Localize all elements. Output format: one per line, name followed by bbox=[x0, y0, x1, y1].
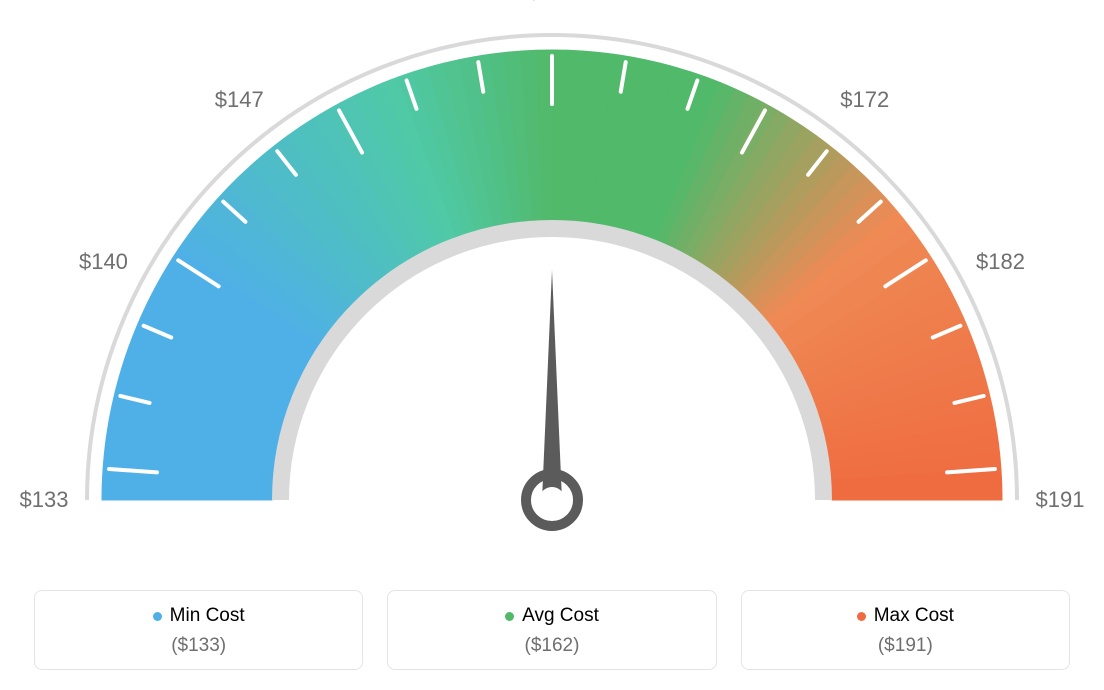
legend-row: Min Cost ($133) Avg Cost ($162) Max Cost… bbox=[34, 590, 1070, 670]
gauge-tick-label: $191 bbox=[1036, 487, 1085, 513]
legend-title-avg: Avg Cost bbox=[505, 605, 599, 627]
legend-card-min: Min Cost ($133) bbox=[34, 590, 363, 670]
gauge-tick-label: $147 bbox=[215, 87, 264, 113]
gauge-tick-label: $162 bbox=[528, 0, 577, 5]
legend-dot-max bbox=[857, 612, 866, 621]
gauge-chart: $133 $140 $147 $162 $172 $182 $191 bbox=[0, 0, 1104, 560]
legend-label-min: Min Cost bbox=[170, 605, 245, 627]
legend-dot-min bbox=[153, 612, 162, 621]
legend-value-min: ($133) bbox=[45, 635, 352, 657]
gauge-svg bbox=[0, 0, 1104, 560]
legend-label-max: Max Cost bbox=[874, 605, 954, 627]
legend-value-avg: ($162) bbox=[398, 635, 705, 657]
legend-value-max: ($191) bbox=[752, 635, 1059, 657]
gauge-tick-label: $140 bbox=[79, 249, 128, 275]
legend-dot-avg bbox=[505, 612, 514, 621]
gauge-tick-label: $182 bbox=[976, 249, 1025, 275]
legend-title-min: Min Cost bbox=[153, 605, 245, 627]
gauge-tick-label: $172 bbox=[840, 87, 889, 113]
legend-card-avg: Avg Cost ($162) bbox=[387, 590, 716, 670]
gauge-tick-label: $133 bbox=[20, 487, 69, 513]
legend-title-max: Max Cost bbox=[857, 605, 954, 627]
legend-card-max: Max Cost ($191) bbox=[741, 590, 1070, 670]
legend-label-avg: Avg Cost bbox=[522, 605, 599, 627]
chart-container: $133 $140 $147 $162 $172 $182 $191 Min Cost ($… bbox=[0, 0, 1104, 690]
